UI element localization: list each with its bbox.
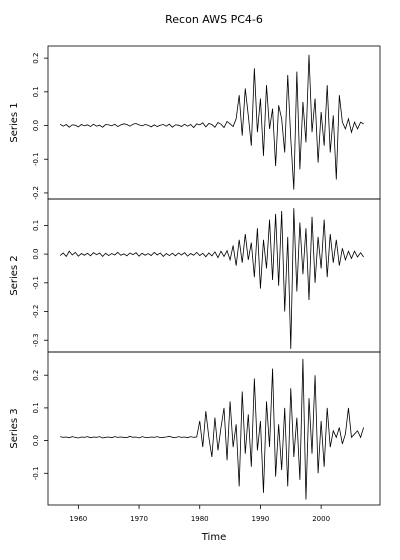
y-tick-label: -0.1 xyxy=(32,152,40,166)
x-tick-label: 1960 xyxy=(69,515,87,523)
series-line xyxy=(59,54,364,190)
y-tick-label: 0.2 xyxy=(32,53,40,64)
y-tick-label: -0.2 xyxy=(32,305,40,319)
x-axis-label: Time xyxy=(201,532,226,543)
x-tick-label: 1970 xyxy=(130,515,148,523)
series-line xyxy=(59,208,364,349)
y-tick-label: 0.2 xyxy=(32,370,40,381)
y-tick-label: 0.0 xyxy=(32,249,40,260)
chart-title: Recon AWS PC4-6 xyxy=(165,13,263,26)
y-tick-label: 0.0 xyxy=(32,120,40,131)
panel-frame xyxy=(47,45,381,200)
panel-frame xyxy=(47,351,381,506)
y-axis-label: Series 2 xyxy=(9,255,20,295)
x-tick-label: 1990 xyxy=(252,515,270,523)
y-tick-label: 0.1 xyxy=(32,402,40,413)
y-axis-label: Series 3 xyxy=(9,408,20,448)
y-tick-label: -0.2 xyxy=(32,186,40,200)
y-tick-label: 0.0 xyxy=(32,435,40,446)
x-tick-label: 1980 xyxy=(191,515,209,523)
y-tick-label: -0.1 xyxy=(32,276,40,290)
panel-frame xyxy=(47,198,381,353)
y-tick-label: -0.1 xyxy=(32,466,40,480)
y-tick-label: 0.1 xyxy=(32,86,40,97)
y-tick-label: -0.3 xyxy=(32,333,40,347)
y-axis-label: Series 1 xyxy=(9,102,20,142)
series-line xyxy=(60,358,364,500)
y-tick-label: 0.1 xyxy=(32,220,40,231)
x-tick-label: 2000 xyxy=(312,515,330,523)
